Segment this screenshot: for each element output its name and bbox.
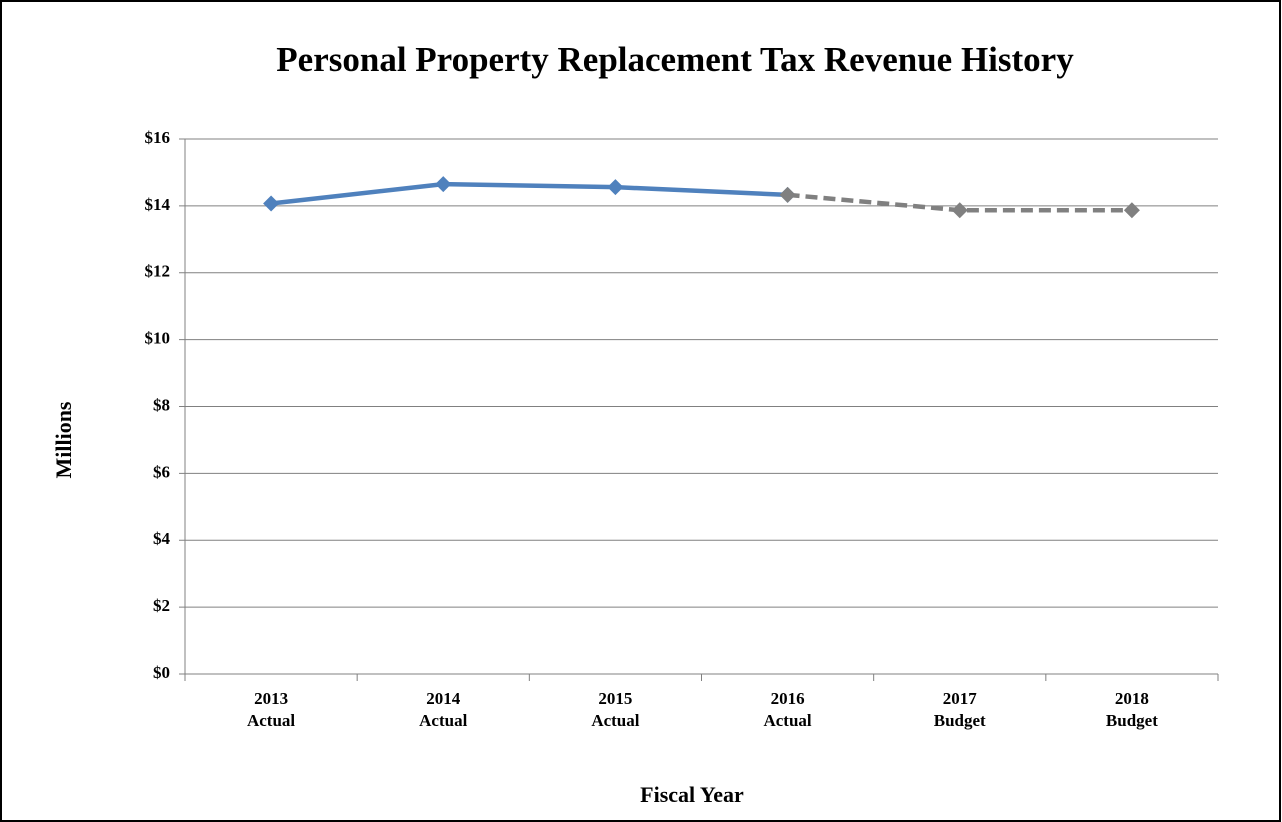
series-line: [270, 181, 788, 206]
data-point: [1123, 202, 1140, 219]
y-tick-label: $14: [145, 195, 171, 214]
x-axis-label: Fiscal Year: [640, 782, 744, 807]
y-tick-label: $16: [145, 128, 171, 147]
y-axis-label: Millions: [51, 401, 76, 478]
data-point: [951, 202, 968, 219]
x-tick-label: 2013 Actual: [247, 689, 295, 730]
y-tick-label: $8: [153, 395, 170, 414]
y-tick-label: $10: [145, 329, 171, 348]
x-tick-label: 2014 Actual: [419, 689, 467, 730]
x-tick-label: 2016 Actual: [763, 689, 811, 730]
x-tick-label: 2017 Budget: [934, 689, 986, 730]
data-point: [263, 195, 280, 212]
x-tick-label: 2018 Budget: [1106, 689, 1158, 730]
y-tick-label: $12: [145, 262, 171, 281]
y-tick-label: $6: [153, 462, 170, 481]
chart-title: Personal Property Replacement Tax Revenu…: [276, 40, 1074, 79]
data-point: [435, 176, 452, 193]
data-point: [779, 186, 796, 203]
y-tick-label: $0: [153, 663, 170, 682]
data-point: [607, 179, 624, 196]
x-tick-label: 2015 Actual: [591, 689, 639, 730]
y-tick-label: $4: [153, 529, 171, 548]
y-tick-label: $2: [153, 596, 170, 615]
